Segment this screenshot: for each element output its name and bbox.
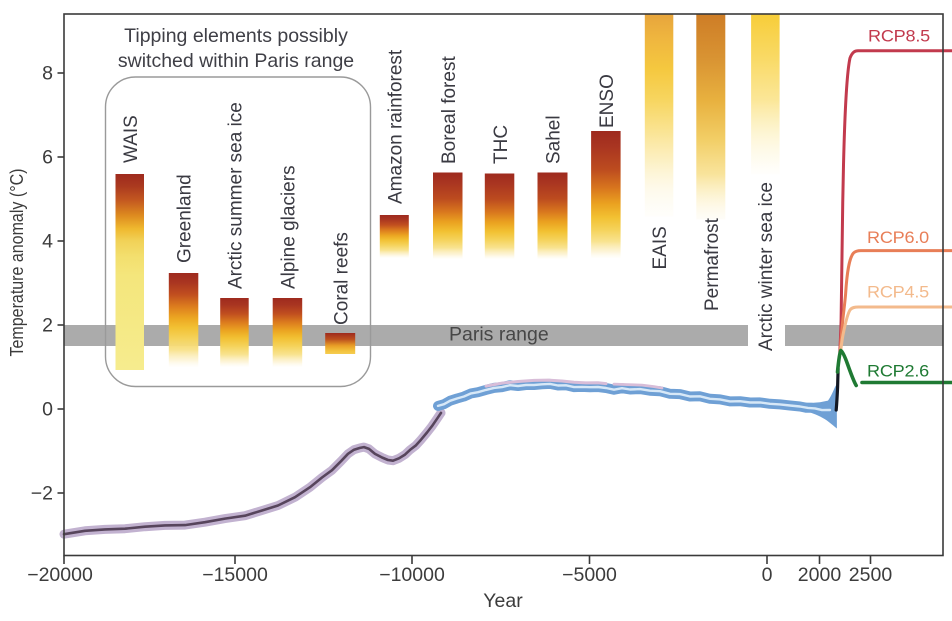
svg-text:THC: THC [491, 125, 512, 164]
svg-text:Greenland: Greenland [175, 174, 196, 263]
svg-text:Boreal forest: Boreal forest [439, 56, 460, 164]
svg-text:2000: 2000 [798, 564, 842, 586]
svg-text:8: 8 [42, 63, 53, 85]
svg-text:2: 2 [42, 315, 53, 337]
svg-text:0: 0 [42, 399, 53, 421]
svg-text:Arctic winter sea ice: Arctic winter sea ice [756, 182, 777, 351]
svg-text:−2: −2 [31, 483, 53, 505]
svg-text:Year: Year [483, 590, 523, 612]
svg-text:−5000: −5000 [562, 564, 617, 586]
svg-text:RCP2.6: RCP2.6 [867, 362, 929, 381]
svg-text:Tipping elements possibly: Tipping elements possibly [124, 25, 348, 47]
svg-text:Sahel: Sahel [544, 115, 565, 164]
svg-text:RCP4.5: RCP4.5 [867, 283, 929, 302]
svg-text:Permafrost: Permafrost [702, 217, 723, 311]
svg-text:ENSO: ENSO [597, 74, 618, 128]
svg-text:−20000: −20000 [27, 564, 93, 586]
svg-text:−10000: −10000 [379, 564, 445, 586]
svg-text:6: 6 [42, 147, 53, 169]
svg-text:RCP8.5: RCP8.5 [868, 27, 930, 46]
svg-text:−15000: −15000 [202, 564, 268, 586]
svg-text:0: 0 [762, 564, 773, 586]
svg-text:4: 4 [42, 231, 53, 253]
svg-text:EAIS: EAIS [650, 226, 671, 269]
svg-text:Amazon rainforest: Amazon rainforest [386, 49, 407, 204]
svg-text:Temperature anomaly (°C): Temperature anomaly (°C) [6, 169, 27, 357]
svg-text:Alpine glaciers: Alpine glaciers [279, 165, 300, 289]
svg-text:switched within Paris range: switched within Paris range [118, 50, 354, 72]
svg-text:2500: 2500 [849, 564, 893, 586]
svg-text:Coral reefs: Coral reefs [332, 232, 353, 325]
svg-text:Paris range: Paris range [449, 324, 549, 346]
svg-text:WAIS: WAIS [121, 115, 142, 163]
svg-text:RCP6.0: RCP6.0 [867, 228, 929, 247]
svg-text:Arctic summer sea ice: Arctic summer sea ice [226, 102, 247, 289]
